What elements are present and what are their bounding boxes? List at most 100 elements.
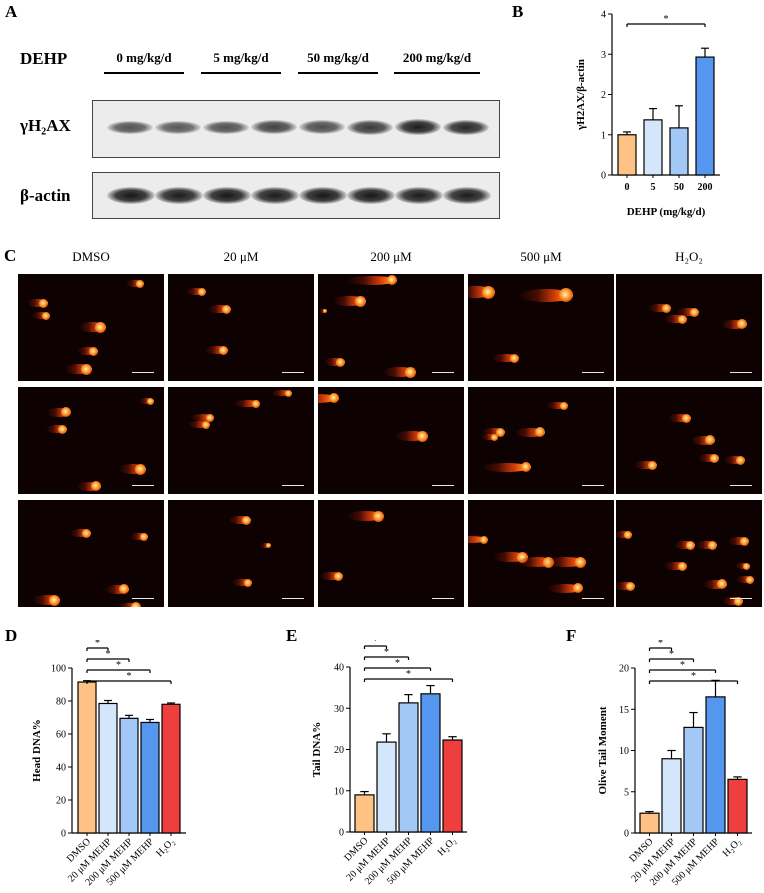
y-tick-label: 10 [334,786,344,797]
comet-head [372,510,384,522]
comet-head [146,397,154,405]
panel-f-letter: F [566,626,577,645]
comet-head [746,576,754,584]
comet-tail [319,571,343,580]
comet-image-cell [168,387,314,494]
comet-image-cell [168,274,314,381]
bar-0 [639,812,660,834]
comet-image-cell [468,274,614,381]
blot-band [203,186,251,204]
comet-head [42,312,50,320]
dose-label-2: 50 mg/kg/d [307,50,369,65]
blot-band [251,120,297,134]
bar-3 [695,56,715,176]
comet-tail [616,581,635,590]
column-title-dmso: DMSO [72,249,110,264]
y-tick-label: 20 [334,745,344,756]
comet-head [94,321,106,333]
comet-head [265,542,271,548]
bar-0 [77,681,97,834]
bar-2 [398,702,419,833]
y-tick-label: 0 [601,171,606,182]
comet-image-grid [18,274,764,608]
comet-head [490,433,498,441]
comet-head [57,424,67,434]
comet-tail [47,407,71,417]
bar-1 [643,119,663,176]
comet-head [480,536,488,544]
comet-head [252,400,260,408]
comet-tail [736,576,754,584]
comet-head [521,462,531,472]
comet-tail [691,435,715,445]
blot-band [395,186,443,204]
blot-label-gh2ax: γH₂AX [20,116,71,135]
scale-bar [282,598,304,599]
comet-tail [723,455,745,464]
comet-tail [207,304,231,313]
significance-star: * [106,649,111,660]
comet-head [136,280,144,288]
bar-4 [442,739,463,833]
y-axis-label: Olive Tail Moment [597,706,609,794]
comet-head [707,540,717,550]
comet-tail [663,561,687,570]
blot-band [443,119,489,135]
comet-tail [69,528,91,537]
dose-line-2 [298,72,378,74]
comet-tail [547,583,583,593]
significance-star: * [127,671,132,682]
comet-tail [663,314,687,323]
bar-3 [705,696,726,834]
comet-tail [26,298,48,307]
bar-0 [617,134,637,176]
comet-tail [481,427,505,436]
comet-tail [481,462,531,472]
blot-band [107,120,153,134]
comet-image-cell [616,500,762,607]
treatment-label: DEHP [20,49,68,68]
y-tick-label: 0 [61,829,66,840]
comet-tail [673,540,695,549]
comet-head [574,556,586,568]
comet-head [244,579,252,587]
comet-tail [721,596,743,605]
comet-tail [516,557,554,568]
comet-tail [544,557,586,568]
bar-2 [119,717,139,834]
x-tick-label: 50 [674,182,684,193]
y-tick-label: 5 [624,787,629,798]
column-title-500um: 500 μM [520,249,562,264]
blot-band [347,186,395,204]
comet-head [140,533,148,541]
comet-head [131,602,141,607]
comet-tail [382,367,416,378]
comet-head [354,295,366,307]
comet-image-cell [18,500,164,607]
comet-tail [633,460,657,469]
comet-tail [675,307,699,316]
column-title-h2o2: H₂O₂ [675,249,703,264]
comet-head [661,303,671,313]
comet-head [709,453,719,463]
comet-head [717,579,727,589]
y-tick-label: 80 [56,697,66,708]
comet-image-cell [18,387,164,494]
comet-tail [77,481,101,491]
comet-head [705,435,715,445]
comet-head [202,421,210,429]
comet-image-cell [616,274,762,381]
significance-star: * [373,640,378,647]
comet-image-cell [318,500,464,607]
comet-tail [204,345,228,354]
comet-tail [64,364,92,375]
comet-head [284,389,292,397]
comet-head [38,298,48,308]
comet-head [88,346,98,356]
blot-label-actin: β-actin [20,186,71,205]
comet-tail [270,389,292,396]
gh2ax-blot [92,100,500,158]
comet-head [323,309,327,313]
comet-image-cell [318,274,464,381]
